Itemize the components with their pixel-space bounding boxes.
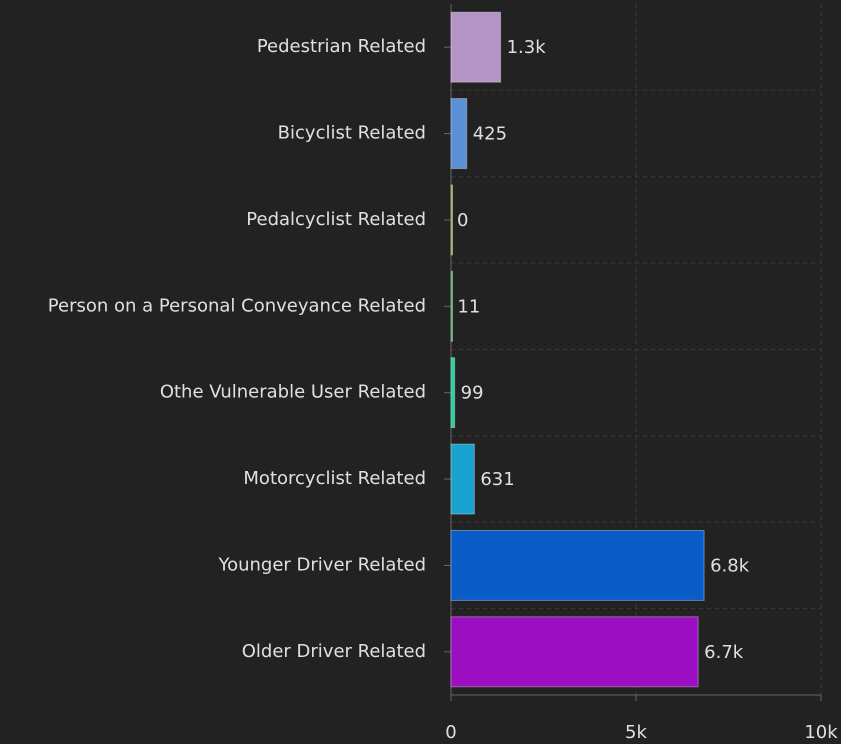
- y-tick-label: Othe Vulnerable User Related: [160, 382, 426, 403]
- bar: [450, 184, 453, 256]
- bar: [450, 616, 699, 688]
- value-label: 99: [461, 383, 484, 404]
- value-label: 11: [457, 296, 480, 317]
- value-label: 6.7k: [704, 642, 744, 663]
- value-label: 1.3k: [507, 37, 547, 58]
- x-tick-label: 0: [445, 722, 456, 743]
- bar: [450, 357, 456, 429]
- y-tick-label: Younger Driver Related: [217, 554, 426, 575]
- y-tick-label: Person on a Personal Conveyance Related: [48, 295, 426, 316]
- bar: [450, 443, 475, 515]
- bar: [450, 11, 502, 83]
- y-tick-label: Bicyclist Related: [278, 123, 426, 144]
- bar: [450, 270, 453, 342]
- y-tick-label: Motorcyclist Related: [243, 468, 426, 489]
- y-tick-label: Pedestrian Related: [257, 36, 426, 57]
- x-tick-label: 5k: [625, 722, 647, 743]
- bar: [450, 98, 468, 170]
- y-tick-label: Pedalcyclist Related: [246, 209, 426, 230]
- y-tick-label: Older Driver Related: [242, 641, 426, 662]
- value-label: 0: [457, 210, 468, 231]
- bar: [450, 529, 705, 601]
- x-tick-label: 10k: [804, 722, 838, 743]
- value-label: 6.8k: [710, 555, 750, 576]
- value-label: 631: [480, 469, 514, 490]
- value-label: 425: [473, 124, 507, 145]
